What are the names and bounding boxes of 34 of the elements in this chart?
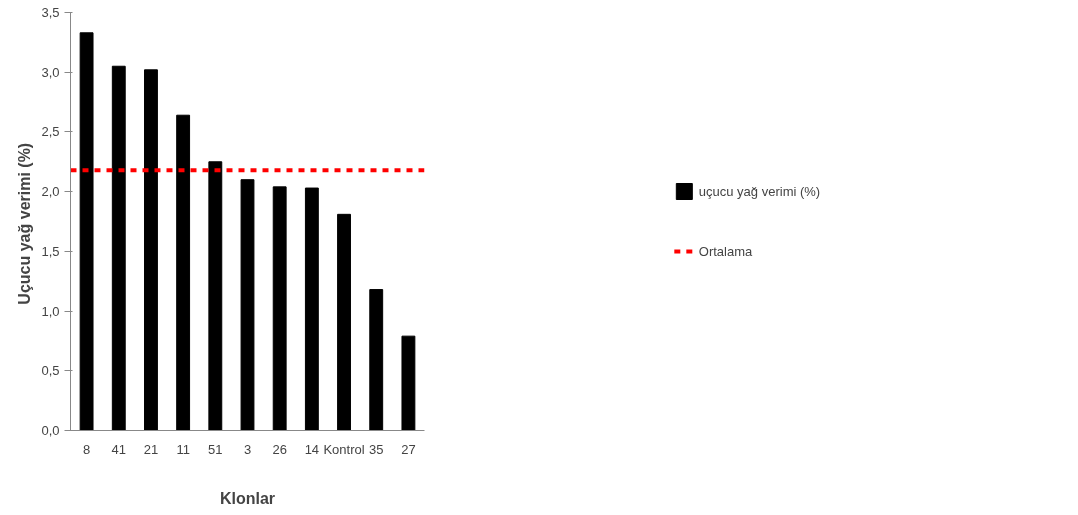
x-axis-title: Klonlar: [219, 489, 276, 507]
y-axis-title: Uçucu yağ verimi (%): [16, 142, 34, 305]
bar: [401, 335, 416, 431]
x-tick-label: 11: [176, 441, 190, 457]
y-tick-label: 1,5: [41, 243, 60, 259]
x-tick-label: 35: [369, 441, 384, 457]
bar: [144, 69, 158, 431]
x-tick-label: 21: [143, 441, 159, 457]
y-tick-label: 3,0: [41, 64, 60, 80]
y-tick-label: 3,5: [41, 5, 60, 20]
y-tick-label: 0,0: [41, 423, 60, 438]
bar: [208, 161, 223, 431]
x-tick-label: 3: [243, 441, 252, 457]
x-tick-label: Kontrol: [323, 441, 365, 457]
bar: [369, 289, 384, 431]
y-tick-label: 1,0: [41, 303, 60, 319]
y-tick-label: 0,5: [41, 363, 60, 379]
x-tick-label: 26: [272, 441, 287, 457]
x-tick-label: 27: [401, 441, 416, 457]
bar: [240, 179, 255, 431]
bar: [337, 213, 351, 431]
x-tick-label: 51: [208, 441, 223, 457]
bar: [304, 187, 319, 431]
bar: [111, 65, 126, 431]
legend-label: uçucu yağ verimi (%): [698, 183, 821, 199]
legend-label: Ortalama: [698, 243, 753, 259]
x-tick-label: 14: [304, 441, 320, 457]
x-tick-label: 41: [111, 441, 127, 457]
bar: [272, 186, 287, 431]
x-tick-label: 8: [82, 441, 91, 457]
y-tick-label: 2,0: [41, 184, 60, 200]
y-tick-label: 2,5: [41, 124, 60, 140]
bar: [176, 114, 191, 431]
bar: [79, 32, 94, 431]
